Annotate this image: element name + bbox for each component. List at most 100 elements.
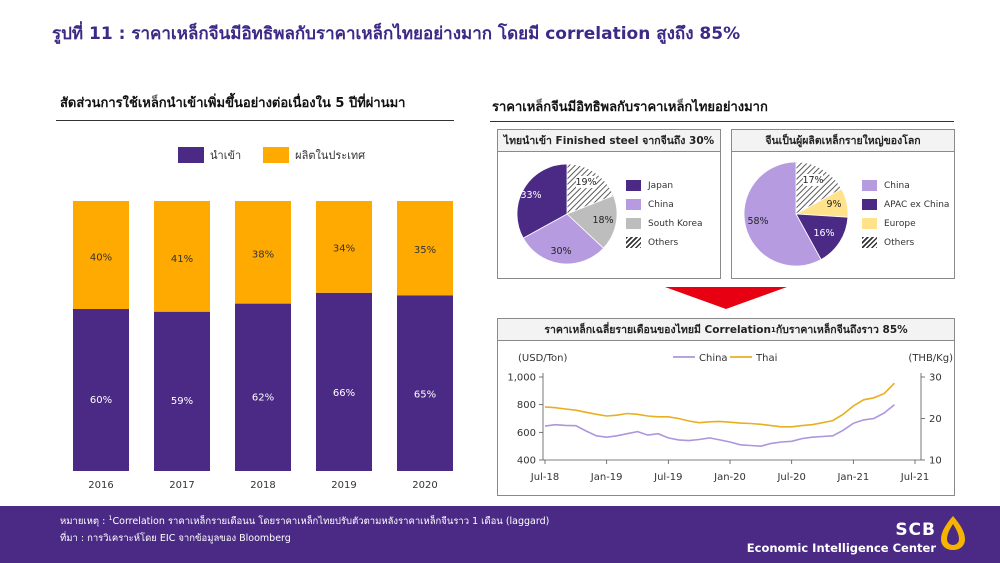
pie-data-label: 18% [592,215,613,226]
pie-production-legend-item: Others [862,233,949,252]
y-right-tick-label: 30 [929,373,942,384]
pie-panel-production-title: จีนเป็นผู้ผลิตเหล็กรายใหญ่ของโลก [732,130,954,152]
series-line-china [544,404,895,448]
pie-data-label: 58% [747,216,768,227]
footnote-sup: 1 [108,514,113,522]
y-left-tick-label: 800 [517,400,536,411]
legend-swatch-others [862,237,877,248]
bar-segment [235,303,291,471]
pie-chart-imports: 19% 18% 30% 33% [516,163,618,265]
price-line-chart: 1,000 800 600 400 30 20 10 Jul-18 Jan-19 Jul-19 Ja… [507,353,953,483]
bar-data-label: 66% [333,388,355,399]
pie-slice [516,163,568,239]
footer-band [0,506,1000,563]
x-tick-label: 2018 [250,480,275,491]
y-right-tick-label: 10 [929,456,942,467]
bar-segment [154,311,210,471]
x-tick-label: Jan-21 [836,472,869,483]
pie-production-legend-item: Europe [862,214,949,233]
legend-label-import: นำเข้า [210,149,242,162]
bar-segment [397,295,453,471]
y-left-tick-label: 400 [517,456,536,467]
legend-label-europe: Europe [884,218,916,229]
legend-swatch-japan [626,180,641,191]
pie-data-label: 33% [520,190,541,201]
y-left-tick-label: 1,000 [507,373,536,384]
pie-production-legend-item: APAC ex China [862,195,949,214]
bar-segment [73,201,129,309]
footnote-prefix: หมายเหตุ : [60,516,109,528]
bar-segment [316,292,372,471]
legend-swatch-south-korea [626,218,641,229]
left-title-rule [56,120,454,121]
pie-production-legend-item: China [862,176,949,195]
line-title-rest: กับราคาเหล็กจีนถึงราว 85% [775,324,908,336]
legend-label-south-korea: South Korea [648,218,703,229]
x-tick-label: 2019 [331,480,356,491]
pie-slice [566,195,618,249]
pie-imports-legend-item: Japan [626,176,703,195]
y-right-tick-label: 20 [929,414,942,425]
scb-bowl-icon [941,516,965,550]
legend-label-china: China [884,180,910,191]
pie-production-legend: China APAC ex China Europe Others [862,176,949,252]
legend-label-apac: APAC ex China [884,199,950,210]
bar-segment [154,201,210,312]
bar-data-label: 35% [414,245,436,256]
y-left-axis-label: (USD/Ton) [518,353,568,364]
x-tick-label: Jul-21 [900,472,929,483]
stacked-bar-chart: 60% 40% 2016 59% 41% 2017 62% 38% 2018 66% 34% 2019… [73,201,453,491]
pie-data-label: 9% [826,199,841,210]
line-panel: ราคาเหล็กเฉลี่ยรายเดือนของไทยมี Correlat… [497,318,955,496]
right-chart-title: ราคาเหล็กจีนมีอิทธิพลกับราคาเหล็กไทยอย่า… [492,100,768,115]
legend-label-domestic: ผลิตในประเทศ [295,149,366,162]
left-chart-title: สัดส่วนการใช้เหล็กนำเข้าเพิ่มขึ้นอย่างต่… [60,96,406,111]
legend-swatch-china [862,180,877,191]
pie-imports-legend-item: China [626,195,703,214]
bar-segment [235,201,291,304]
pie-panel-imports-title: ไทยนำเข้า Finished steel จากจีนถึง 30% [498,130,720,152]
down-arrow-icon [665,287,787,309]
series-line-thai [544,382,895,428]
pie-slice [743,161,822,267]
footnote: หมายเหตุ : 1Correlation ราคาเหล็กรายเดือ… [60,514,549,529]
x-tick-label: Jul-19 [653,472,682,483]
x-tick-label: 2020 [412,480,437,491]
pie-panel-production: จีนเป็นผู้ผลิตเหล็กรายใหญ่ของโลก 17% 9% 16… [731,129,955,279]
x-tick-label: Jul-20 [776,472,805,483]
y-right-axis-label: (THB/Kg) [908,353,953,364]
pie-panel-imports: ไทยนำเข้า Finished steel จากจีนถึง 30% 1… [497,129,721,279]
right-title-rule [490,121,954,122]
legend-swatch-apac [862,199,877,210]
line-legend-label: Thai [755,353,777,364]
pie-label-bg [803,174,823,186]
pie-data-label: 30% [550,246,571,257]
legend-label-others: Others [648,237,679,248]
pie-data-label: 17% [802,175,823,186]
brand-name: SCB [895,520,936,540]
bar-segment [73,309,129,471]
bar-legend: นำเข้า ผลิตในประเทศ [178,146,365,164]
legend-label-japan: Japan [648,180,674,191]
bar-data-label: 34% [333,243,355,254]
bar-data-label: 60% [90,395,112,406]
x-tick-label: Jan-19 [590,472,623,483]
pie-data-label: 19% [575,177,596,188]
page-title: รูปที่ 11 : ราคาเหล็กจีนมีอิทธิพลกับราคา… [52,24,741,44]
brand-subtitle: Economic Intelligence Center [746,541,936,555]
legend-swatch-import [178,147,204,163]
bar-data-label: 40% [90,252,112,263]
line-panel-title: ราคาเหล็กเฉลี่ยรายเดือนของไทยมี Correlat… [498,319,954,341]
line-title-sup: 1 [770,325,776,334]
y-left-tick-label: 600 [517,428,536,439]
footnote-text: Correlation ราคาเหล็กรายเดือนน โดยราคาเห… [112,516,550,528]
legend-swatch-domestic [263,147,290,163]
legend-label-china: China [648,199,674,210]
legend-swatch-china [626,199,641,210]
bar-segment [316,201,372,293]
bar-segment [397,201,453,296]
x-tick-label: Jan-20 [713,472,746,483]
bar-data-label: 41% [171,254,193,265]
pie-imports-legend-item: Others [626,233,703,252]
brand-block: SCB Economic Intelligence Center [747,520,936,555]
